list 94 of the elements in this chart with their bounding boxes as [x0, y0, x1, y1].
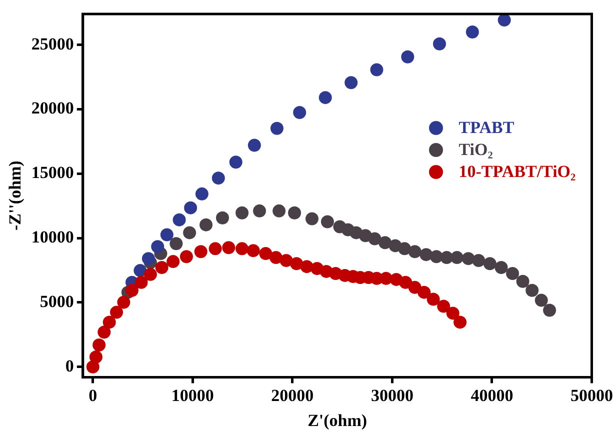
point: [166, 255, 180, 268]
point: [216, 211, 229, 224]
point: [432, 37, 446, 50]
point: [440, 251, 454, 264]
point: [318, 91, 332, 104]
point: [98, 326, 111, 339]
point: [229, 156, 242, 169]
point: [125, 284, 138, 297]
point: [399, 276, 412, 289]
point: [320, 215, 334, 228]
point: [437, 300, 450, 313]
point: [246, 244, 260, 258]
x-tick-label: 10000: [171, 386, 214, 405]
point: [195, 187, 208, 200]
point: [183, 226, 196, 240]
point: [144, 268, 157, 281]
point: [408, 245, 422, 258]
point: [117, 296, 130, 309]
point: [288, 206, 302, 220]
point: [454, 316, 467, 329]
point: [420, 248, 433, 262]
point: [516, 274, 530, 288]
point: [134, 264, 147, 278]
point: [466, 26, 479, 39]
point: [526, 284, 539, 297]
x-axis-title: Z'(ohm): [308, 411, 368, 430]
point: [494, 260, 508, 274]
point: [270, 122, 284, 135]
y-tick-label: 15000: [31, 163, 74, 182]
point: [293, 106, 306, 120]
point: [430, 250, 443, 264]
point: [194, 245, 208, 258]
point: [534, 294, 548, 307]
point: [543, 304, 556, 317]
point: [446, 306, 460, 320]
point: [160, 228, 174, 242]
point: [102, 316, 116, 329]
legend-label: 10-TPABT/TiO₂: [458, 162, 576, 182]
point: [272, 204, 286, 218]
point: [151, 240, 164, 254]
point: [472, 254, 486, 268]
point: [259, 247, 272, 260]
x-tick-label: 20000: [271, 386, 314, 405]
point: [253, 204, 266, 218]
x-tick-label: 40000: [470, 386, 514, 405]
point: [401, 50, 414, 64]
x-tick-label: 50000: [570, 386, 613, 405]
point: [248, 138, 261, 152]
x-tick-label: 30000: [370, 386, 414, 405]
point: [134, 276, 148, 289]
y-tick-label: 10000: [31, 227, 74, 246]
point: [142, 252, 155, 266]
point: [170, 237, 183, 250]
point: [305, 212, 318, 226]
point: [378, 236, 392, 250]
point: [180, 250, 193, 264]
point: [290, 257, 304, 270]
point: [86, 360, 100, 374]
point: [89, 350, 102, 364]
point: [172, 213, 186, 226]
point: [300, 260, 314, 274]
y-tick-label: 25000: [31, 34, 74, 54]
point: [280, 254, 293, 268]
y-axis-title: -Z''(ohm): [6, 160, 25, 231]
point: [184, 201, 198, 214]
x-tick-label: 0: [88, 386, 98, 405]
point: [200, 218, 213, 232]
y-tick-label: 0: [65, 356, 74, 376]
point: [506, 267, 520, 280]
point: [418, 286, 431, 299]
point: [462, 252, 475, 266]
point: [110, 306, 124, 319]
point: [155, 260, 168, 274]
legend-label: TiO₂: [458, 140, 493, 160]
point: [426, 292, 440, 306]
point: [498, 14, 511, 27]
point: [269, 251, 282, 264]
point: [380, 272, 393, 285]
point: [212, 172, 225, 185]
legend-label: TPABT: [458, 118, 514, 138]
point: [408, 280, 422, 294]
point: [208, 242, 222, 256]
point: [344, 76, 358, 90]
point: [236, 242, 249, 256]
y-tick-label: 5000: [40, 292, 74, 311]
point: [450, 251, 464, 264]
point: [92, 338, 106, 352]
point: [222, 241, 236, 254]
point: [368, 232, 382, 246]
point: [236, 206, 249, 220]
point: [370, 63, 384, 76]
point: [398, 242, 412, 256]
point: [483, 257, 496, 270]
y-tick-label: 20000: [31, 98, 74, 118]
